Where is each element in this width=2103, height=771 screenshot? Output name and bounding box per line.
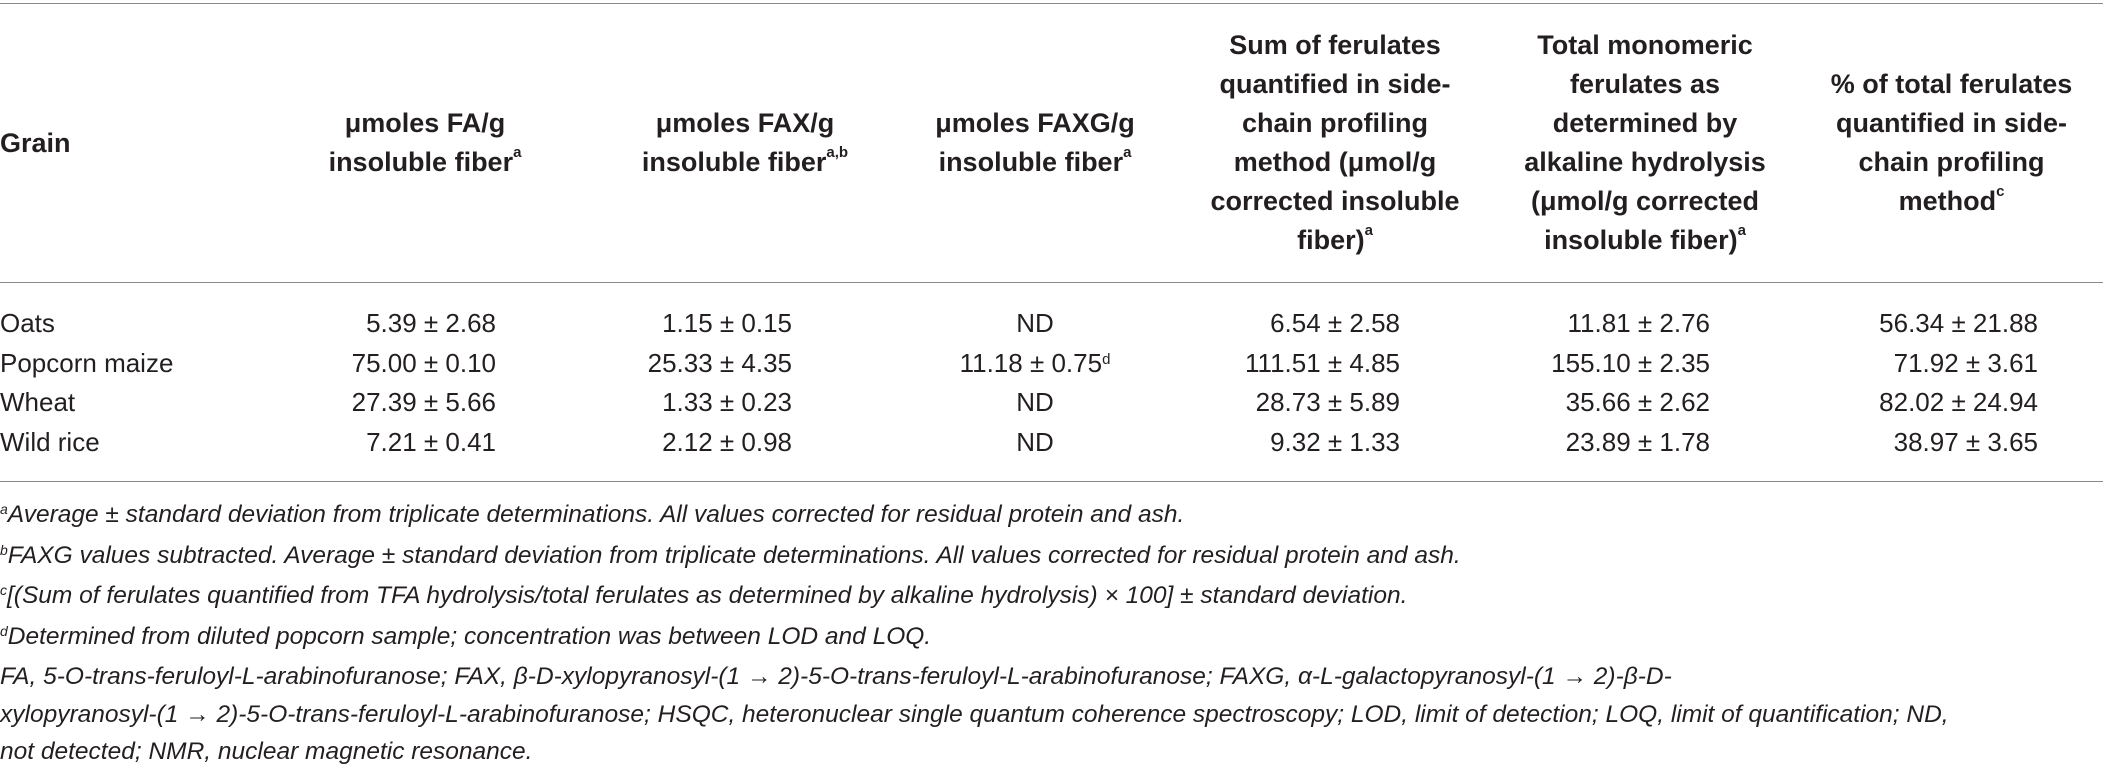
cell-faxg-footnote-mark: d: [1102, 350, 1111, 368]
cell-fa: 7.21 ± 0.41: [366, 426, 496, 457]
header-total: Total monomeric ferulates as determined …: [1490, 4, 1800, 282]
cell-fax: 1.33 ± 0.23: [662, 387, 792, 418]
footnote-a-mark: a: [0, 501, 8, 517]
header-percent-label: % of total ferulates quantified in side-…: [1830, 69, 2073, 216]
header-bottom-rule: [0, 282, 2103, 283]
cell-faxg: ND: [890, 383, 1180, 423]
table-header: Grain μmoles FA/g insoluble fibera μmole…: [0, 4, 2103, 282]
footnote-a-text: Average ± standard deviation from tripli…: [7, 501, 1185, 528]
footnote-b: bFAXG values subtracted. Average ± stand…: [0, 537, 2090, 578]
header-fax-footnote-mark: a,b: [826, 144, 849, 161]
table-row: Oats 5.39 ± 2.68 1.15 ± 0.15 ND 6.54 ± 2…: [0, 282, 2103, 344]
cell-fa: 5.39 ± 2.68: [366, 308, 496, 339]
cell-percent: 71.92 ± 3.61: [1893, 347, 2038, 378]
cell-total: 35.66 ± 2.62: [1565, 387, 1710, 418]
header-fax: μmoles FAX/g insoluble fibera,b: [600, 4, 890, 282]
header-total-footnote-mark: a: [1737, 222, 1746, 239]
footnote-b-mark: b: [0, 541, 8, 558]
header-fax-label: μmoles FAX/g insoluble fiber: [641, 108, 835, 177]
cell-percent: 56.34 ± 21.88: [1879, 308, 2038, 339]
cell-percent: 38.97 ± 3.65: [1893, 426, 2038, 457]
footnote-d: dDetermined from diluted popcorn sample;…: [0, 618, 2090, 659]
cell-sum: 6.54 ± 2.58: [1270, 308, 1400, 339]
header-grain: Grain: [0, 4, 250, 282]
header-fa-footnote-mark: a: [513, 144, 522, 161]
cell-total: 155.10 ± 2.35: [1551, 347, 1710, 378]
header-percent-footnote-mark: c: [1996, 183, 2005, 200]
header-faxg: μmoles FAXG/g insoluble fibera: [890, 4, 1180, 282]
table-footnotes: aAverage ± standard deviation from tripl…: [0, 496, 2090, 771]
cell-grain: Oats: [0, 308, 55, 339]
cell-sum: 9.32 ± 1.33: [1270, 426, 1400, 457]
header-fa-label: μmoles FA/g insoluble fiber: [328, 108, 514, 177]
header-grain-label: Grain: [0, 127, 71, 158]
header-row: Grain μmoles FA/g insoluble fibera μmole…: [0, 4, 2103, 282]
cell-faxg-value: 11.18 ± 0.75: [959, 347, 1103, 378]
abbreviations-line-1: FA, 5-O-trans-feruloyl-L-arabinofuranose…: [0, 663, 1672, 690]
cell-total: 23.89 ± 1.78: [1565, 426, 1710, 457]
table-row: Wild rice 7.21 ± 0.41 2.12 ± 0.98 ND 9.3…: [0, 423, 2103, 463]
header-faxg-label: μmoles FAXG/g insoluble fiber: [935, 108, 1135, 177]
cell-fax: 25.33 ± 4.35: [647, 347, 792, 378]
footnote-c: c[(Sum of ferulates quantified from TFA …: [0, 577, 2090, 618]
cell-percent: 82.02 ± 24.94: [1879, 387, 2038, 418]
table-bottom-rule: [0, 481, 2103, 482]
header-percent: % of total ferulates quantified in side-…: [1800, 4, 2103, 282]
header-sum-footnote-mark: a: [1364, 222, 1373, 239]
table-row: Wheat 27.39 ± 5.66 1.33 ± 0.23 ND 28.73 …: [0, 383, 2103, 423]
cell-fax: 2.12 ± 0.98: [662, 426, 792, 457]
header-fa: μmoles FA/g insoluble fibera: [250, 4, 600, 282]
cell-grain: Popcorn maize: [0, 347, 174, 378]
footnote-a: aAverage ± standard deviation from tripl…: [0, 496, 2090, 537]
ferulates-table: Grain μmoles FA/g insoluble fibera μmole…: [0, 4, 2103, 462]
footnote-b-text: FAXG values subtracted. Average ± standa…: [7, 541, 1461, 569]
header-sum-label: Sum of ferulates quantified in side-chai…: [1210, 30, 1460, 255]
abbreviations-line-2: xylopyranosyl-(1 → 2)-5-O-trans-feruloyl…: [0, 700, 1949, 728]
cell-grain: Wild rice: [0, 426, 100, 457]
cell-fa: 75.00 ± 0.10: [351, 347, 496, 378]
footnote-c-text: [(Sum of ferulates quantified from TFA h…: [7, 582, 1408, 609]
cell-faxg-value: ND: [1016, 387, 1054, 418]
table-body: Oats 5.39 ± 2.68 1.15 ± 0.15 ND 6.54 ± 2…: [0, 282, 2103, 462]
header-total-label: Total monomeric ferulates as determined …: [1524, 30, 1766, 255]
header-sum: Sum of ferulates quantified in side-chai…: [1180, 4, 1490, 282]
cell-faxg-value: ND: [1016, 308, 1054, 339]
cell-sum: 28.73 ± 5.89: [1255, 387, 1400, 418]
cell-faxg: ND: [890, 423, 1180, 463]
cell-faxg-value: ND: [1016, 426, 1054, 457]
cell-faxg: 11.18 ± 0.75d: [890, 344, 1180, 384]
footnote-c-mark: c: [0, 582, 7, 598]
cell-faxg: ND: [890, 282, 1180, 344]
footnote-d-text: Determined from diluted popcorn sample; …: [7, 622, 932, 650]
cell-fax: 1.15 ± 0.15: [662, 308, 792, 339]
header-faxg-footnote-mark: a: [1123, 144, 1132, 161]
cell-sum: 111.51 ± 4.85: [1245, 347, 1400, 378]
table-top-rule: [0, 3, 2103, 4]
cell-fa: 27.39 ± 5.66: [351, 387, 496, 418]
cell-total: 11.81 ± 2.76: [1567, 308, 1710, 339]
table-row: Popcorn maize 75.00 ± 0.10 25.33 ± 4.35 …: [0, 344, 2103, 384]
abbreviations-line-3: not detected; NMR, nuclear magnetic reso…: [0, 738, 533, 765]
cell-grain: Wheat: [0, 387, 76, 418]
footnote-d-mark: d: [0, 622, 8, 639]
